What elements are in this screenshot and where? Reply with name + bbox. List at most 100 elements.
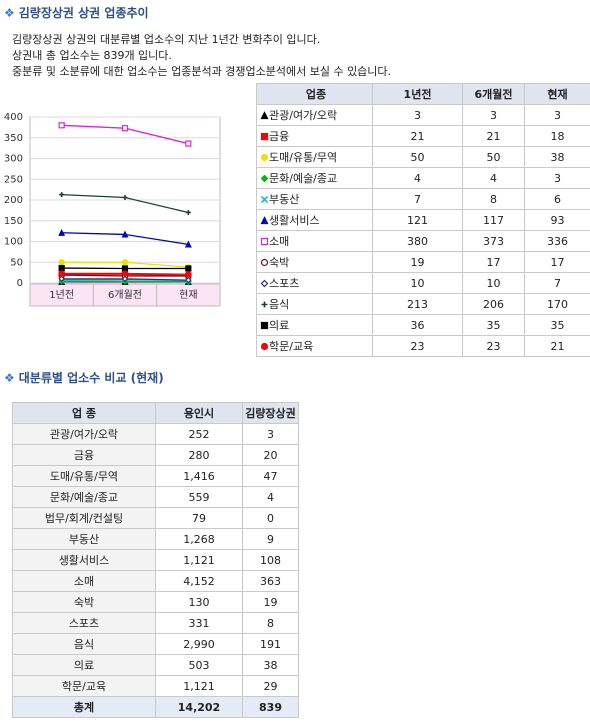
marker	[185, 209, 191, 215]
value-cell: 7	[372, 188, 463, 210]
marker	[58, 122, 65, 129]
y-tick-label: 400	[4, 112, 23, 123]
marker	[121, 265, 129, 272]
section-title: ❖ 김량장상권 상권 업종추이	[4, 6, 149, 20]
table-row: 숙박 130 19	[12, 591, 299, 613]
value-cell: 10	[372, 272, 463, 294]
x-tick-label: 1년전	[49, 289, 74, 301]
cell: 8	[242, 612, 299, 634]
total-cell: 총계	[12, 696, 156, 718]
title-text: 대분류별 업소수 비교 (현재)	[18, 371, 164, 385]
cell: 1,121	[155, 675, 243, 697]
cell: 363	[242, 570, 299, 592]
marker	[121, 270, 129, 277]
legend-name: 학문/교육	[269, 340, 314, 353]
table-row: 스포츠 331 8	[12, 612, 299, 634]
name-cell: 금융	[256, 125, 373, 147]
y-tick-label: 100	[4, 237, 23, 248]
value-cell: 23	[372, 335, 463, 357]
legend-icon	[260, 279, 269, 288]
marker	[260, 321, 269, 330]
text-line: 김량장상권 상권의 대분류별 업소수의 지난 1년간 변화추이 입니다.	[12, 33, 321, 46]
value-cell: 7	[524, 272, 590, 294]
compare-table: 업 종 용인시 김량장상권 관광/여가/오락 252 3 금융 280 20 도매/유통/무역 1,…	[12, 402, 299, 718]
cell: 108	[242, 549, 299, 571]
value-cell: 35	[524, 314, 590, 336]
value-cell: 18	[524, 125, 590, 147]
cell: 191	[242, 633, 299, 655]
cell: 20	[242, 444, 299, 466]
value-cell: 3	[372, 104, 463, 126]
marker	[58, 264, 65, 272]
marker	[260, 195, 269, 204]
marker	[121, 230, 129, 238]
marker	[260, 279, 269, 288]
table-row: 금융 280 20	[12, 444, 299, 466]
marker	[260, 153, 269, 162]
header-cell: 업 종	[12, 402, 156, 424]
table-row: 도매/유통/무역 50 50 38	[256, 146, 590, 168]
legend-icon	[260, 132, 269, 141]
table-row: 학문/교육 23 23 21	[256, 335, 590, 357]
table-row: 음식 2,990 191	[12, 633, 299, 655]
cell: 스포츠	[12, 612, 156, 634]
value-cell: 373	[462, 230, 525, 252]
value-cell: 336	[524, 230, 590, 252]
cell: 559	[155, 486, 243, 508]
cell: 9	[242, 528, 299, 550]
name-cell: 소매	[256, 230, 373, 252]
cell: 280	[155, 444, 243, 466]
name-cell: 스포츠	[256, 272, 373, 294]
legend-icon	[260, 174, 269, 183]
value-cell: 4	[372, 167, 463, 189]
legend-name: 음식	[269, 298, 290, 311]
name-cell: 음식	[256, 293, 373, 315]
text-line: 중분류 및 소분류에 대한 업소수는 업종분석과 경쟁업소분석에서 보실 수 있…	[12, 65, 392, 78]
legend-name: 의료	[269, 319, 290, 332]
total-row: 총계 14,202 839	[12, 696, 299, 718]
table-row: 관광/여가/오락 252 3	[12, 423, 299, 445]
table-row: 부동산 7 8 6	[256, 188, 590, 210]
header-cell: 1년전	[372, 83, 463, 105]
table-row: 생활서비스 1,121 108	[12, 549, 299, 571]
cell: 38	[242, 654, 299, 676]
name-cell: 도매/유통/무역	[256, 146, 373, 168]
title-text: 김량장상권 상권 업종추이	[18, 6, 149, 20]
cell: 4	[242, 486, 299, 508]
y-tick-label: 300	[4, 154, 23, 165]
legend-name: 부동산	[269, 193, 300, 206]
text-line: 상권내 총 업소수는 839개 입니다.	[12, 49, 172, 62]
legend-icon	[260, 342, 269, 351]
header-row: 업종 1년전 6개월전 현재	[256, 83, 590, 105]
y-tick-label: 150	[4, 216, 23, 227]
name-cell: 부동산	[256, 188, 373, 210]
cell: 1,416	[155, 465, 243, 487]
value-cell: 36	[372, 314, 463, 336]
value-cell: 35	[462, 314, 525, 336]
header-cell: 업종	[256, 83, 373, 105]
cell: 252	[155, 423, 243, 445]
table-row: 법무/회계/컨설팅 79 0	[12, 507, 299, 529]
header-cell: 6개월전	[462, 83, 525, 105]
header-row: 업 종 용인시 김량장상권	[12, 402, 299, 424]
legend-name: 금융	[269, 130, 290, 143]
table-row: 음식 213 206 170	[256, 293, 590, 315]
name-cell: 의료	[256, 314, 373, 336]
marker	[260, 216, 269, 225]
marker	[260, 258, 269, 267]
legend-icon	[260, 195, 269, 204]
marker	[58, 259, 65, 266]
cell: 4,152	[155, 570, 243, 592]
table-row: 소매 380 373 336	[256, 230, 590, 252]
marker	[260, 237, 269, 246]
marker	[122, 195, 128, 201]
cell: 음식	[12, 633, 156, 655]
legend-icon	[260, 237, 269, 246]
y-tick-label: 50	[10, 257, 23, 268]
header-cell: 용인시	[155, 402, 243, 424]
cell: 47	[242, 465, 299, 487]
value-cell: 17	[524, 251, 590, 273]
legend-icon	[260, 258, 269, 267]
table-row: 스포츠 10 10 7	[256, 272, 590, 294]
marker	[260, 111, 269, 120]
